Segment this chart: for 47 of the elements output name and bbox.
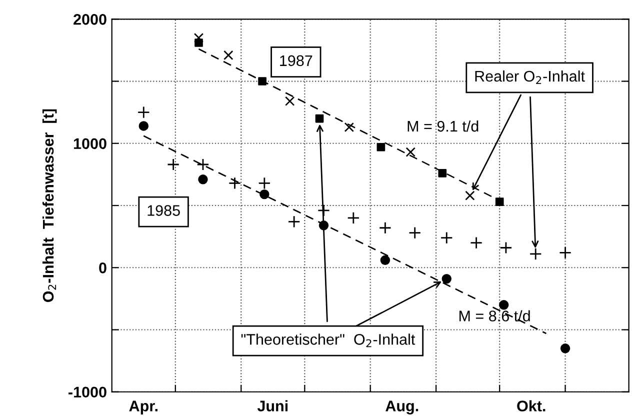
y-tick-label: 1000 — [74, 138, 106, 150]
point — [406, 147, 416, 157]
annotation: M = 9.1 t/d — [408, 120, 478, 132]
point — [500, 241, 512, 254]
point — [258, 176, 271, 190]
x-tick-label: Aug. — [386, 400, 418, 414]
annotation: 1985 — [148, 205, 180, 216]
point — [258, 77, 266, 86]
point — [315, 114, 324, 123]
point — [167, 158, 180, 171]
point — [137, 106, 150, 119]
annotation: 1987 — [280, 55, 312, 66]
y-tick-label: -1000 — [68, 386, 106, 398]
point — [470, 236, 483, 250]
point — [465, 190, 475, 200]
point — [408, 226, 422, 240]
x-tick-label: Okt. — [517, 400, 546, 412]
annotation: Realer O$_{2}$-Inhalt — [475, 70, 585, 84]
point — [344, 122, 354, 132]
y-axis-title: O$_{2}$-Inhalt Tiefenwasser [t] — [42, 109, 57, 302]
point — [288, 215, 300, 228]
y-tick-label: 0 — [99, 262, 106, 274]
point — [347, 212, 360, 224]
point — [196, 158, 210, 171]
point — [260, 189, 270, 200]
point — [284, 96, 295, 106]
annotation: M = 8.6 t/d — [459, 310, 530, 322]
point — [317, 204, 330, 217]
point — [138, 121, 149, 131]
x-tick-label: Juni — [257, 400, 288, 412]
point — [440, 232, 453, 244]
point — [559, 246, 572, 259]
point — [228, 176, 241, 190]
point — [380, 255, 390, 266]
point — [438, 169, 447, 178]
x-tick-label: Apr. — [129, 400, 158, 414]
point — [224, 50, 234, 60]
point — [376, 142, 386, 152]
point — [442, 274, 452, 284]
point — [194, 32, 204, 43]
point — [498, 300, 509, 310]
point — [495, 198, 504, 206]
point — [198, 174, 208, 184]
y-tick-label: 2000 — [74, 14, 106, 25]
annotation: "Theoretischer" O$_{2}$-Inhalt — [241, 334, 416, 348]
point — [378, 222, 392, 234]
point — [560, 344, 570, 354]
